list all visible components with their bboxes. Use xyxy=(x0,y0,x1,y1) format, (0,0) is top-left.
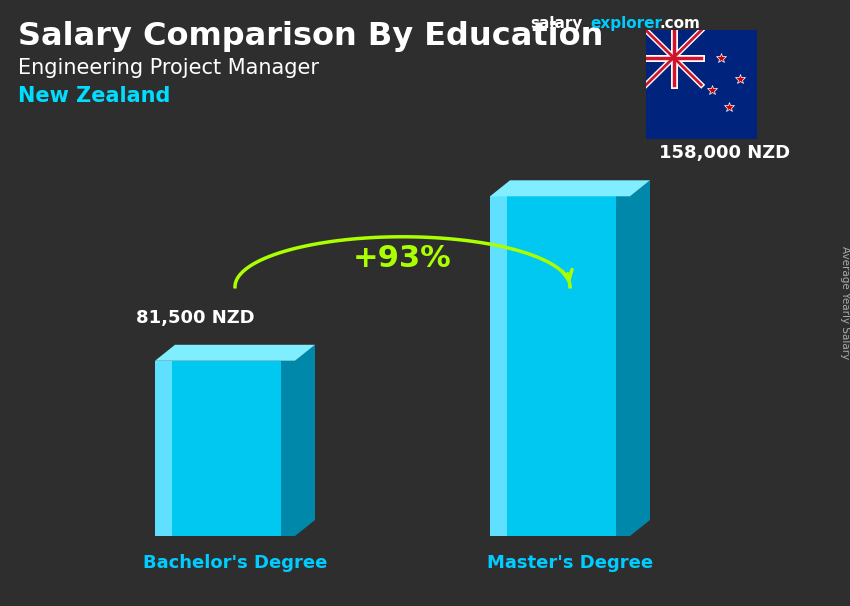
Polygon shape xyxy=(295,345,315,536)
Polygon shape xyxy=(281,361,295,536)
Text: explorer: explorer xyxy=(590,16,662,31)
Polygon shape xyxy=(155,361,295,536)
Text: New Zealand: New Zealand xyxy=(18,86,170,106)
Text: 158,000 NZD: 158,000 NZD xyxy=(660,144,790,162)
Text: Salary Comparison By Education: Salary Comparison By Education xyxy=(18,21,604,52)
Polygon shape xyxy=(490,196,630,536)
Polygon shape xyxy=(616,196,630,536)
Text: Average Yearly Salary: Average Yearly Salary xyxy=(840,247,850,359)
Text: Bachelor's Degree: Bachelor's Degree xyxy=(143,554,327,572)
Text: 81,500 NZD: 81,500 NZD xyxy=(136,309,254,327)
Polygon shape xyxy=(490,196,507,536)
Polygon shape xyxy=(155,345,315,361)
Text: +93%: +93% xyxy=(353,244,452,273)
Text: Master's Degree: Master's Degree xyxy=(487,554,653,572)
Text: Engineering Project Manager: Engineering Project Manager xyxy=(18,58,319,78)
Polygon shape xyxy=(630,181,650,536)
Text: salary: salary xyxy=(530,16,582,31)
Polygon shape xyxy=(490,181,650,196)
Text: .com: .com xyxy=(660,16,701,31)
Polygon shape xyxy=(155,361,172,536)
